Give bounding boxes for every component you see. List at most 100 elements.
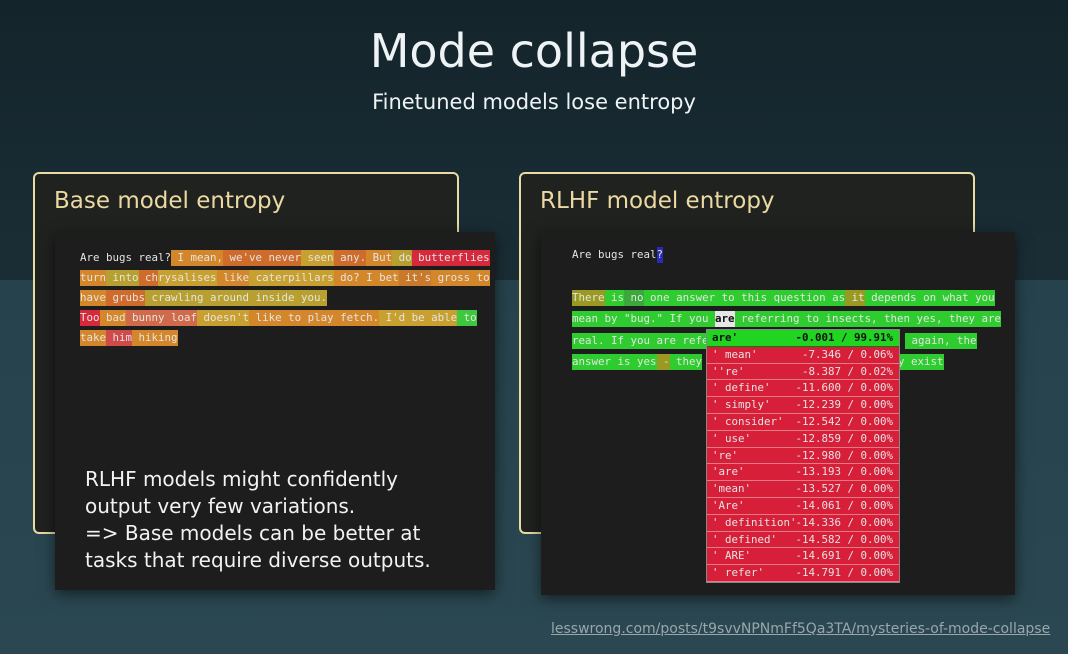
token: answer is yes — [572, 353, 657, 370]
token: I'd be able — [379, 310, 458, 326]
token: - — [656, 353, 670, 370]
token: gross — [431, 270, 471, 286]
token: answer to this question as — [669, 290, 846, 306]
logprob: -11.600 / 0.00% — [795, 381, 893, 395]
token: like — [216, 270, 250, 286]
logprob-row: ' consider' -12.542 / 0.00% — [707, 413, 899, 431]
logprob-row: are' -0.001 / 99.91% — [707, 330, 899, 347]
text-line: real. If you are refe again, the — [572, 332, 977, 349]
token: ' define' — [712, 381, 771, 395]
token: it — [845, 290, 865, 306]
token: they — [669, 353, 703, 370]
card-heading: RLHF model entropy — [540, 188, 775, 214]
logprob-row: 're' -12.980 / 0.00% — [707, 447, 899, 465]
token: caterpillars — [249, 270, 334, 286]
token: But — [366, 250, 393, 266]
logprob: -8.387 / 0.02% — [801, 364, 893, 378]
text-line: Are bugs real? I mean, we've never seen … — [80, 250, 490, 266]
token: 'are' — [712, 465, 745, 479]
token: into — [106, 270, 139, 286]
token: I mean, — [171, 250, 224, 266]
note-line: RLHF models might confidently — [85, 467, 399, 491]
card-heading: Base model entropy — [54, 188, 286, 214]
token: take — [80, 330, 107, 346]
logprob: -14.061 / 0.00% — [795, 498, 893, 512]
token: any. — [333, 250, 367, 266]
token: 'Are' — [712, 498, 745, 512]
logprob: -0.001 / 99.91% — [795, 331, 893, 344]
token: one — [643, 290, 670, 306]
token: to — [457, 310, 477, 326]
text-line: mean by "bug." If you are referring to i… — [572, 311, 1002, 328]
text-line: Too bad bunny loaf doesn't like to play … — [80, 310, 477, 326]
note-line: => Base models can be better at — [85, 521, 421, 545]
token: ch — [138, 270, 159, 286]
token: ' definition' — [712, 515, 797, 529]
token: Are bugs real — [572, 248, 657, 261]
token: depends on what you — [864, 290, 995, 306]
logprob-row: 'mean' -13.527 / 0.00% — [707, 481, 899, 498]
token: we've never — [223, 250, 302, 266]
token: grubs — [106, 290, 146, 306]
token: bad — [99, 310, 126, 326]
logprob-row: ' define' -11.600 / 0.00% — [707, 380, 899, 398]
token: ' simply' — [712, 398, 771, 412]
token: are — [715, 311, 735, 328]
text-line: There is no one answer to this question … — [572, 290, 995, 306]
logprob-row: ' refer' -14.791 / 0.00% — [707, 565, 899, 582]
token: ' use' — [712, 431, 752, 445]
token: rysalises — [158, 270, 217, 286]
token: seen — [301, 250, 334, 266]
logprob: -12.239 / 0.00% — [795, 398, 893, 412]
token: y exist — [898, 353, 944, 370]
logprob-row: ' simply' -12.239 / 0.00% — [707, 397, 899, 414]
logprob-row: ' definition' -14.336 / 0.00% — [707, 514, 899, 532]
logprob-popup: are' -0.001 / 99.91% ' mean' -7.346 / 0.06%… — [706, 329, 900, 583]
text-line: Are bugs real? — [572, 247, 664, 263]
token: 'mean' — [712, 482, 752, 496]
token: to — [470, 270, 490, 286]
source-link[interactable]: lesswrong.com/posts/t9svvNPNmFf5Qa3TA/my… — [551, 621, 1051, 637]
logprob: -14.336 / 0.00% — [795, 515, 893, 529]
token: have — [80, 290, 107, 306]
note-line: tasks that require diverse outputs. — [85, 548, 431, 572]
token: are' — [712, 331, 739, 344]
token: no — [624, 290, 644, 306]
logprob: -13.527 / 0.00% — [795, 482, 893, 496]
token: doesn't — [197, 310, 250, 326]
token: again, the — [905, 332, 977, 349]
token: it's — [398, 270, 432, 286]
token: Are bugs real? — [80, 251, 172, 264]
logprob-row: ' use' -12.859 / 0.00% — [707, 430, 899, 448]
token: bunny loaf — [125, 310, 198, 326]
token: ' defined' — [712, 532, 778, 546]
token: like to play fetch. — [249, 310, 380, 326]
token: crawling around inside you. — [145, 290, 328, 306]
text-line: turn into chrysalises like caterpillars … — [80, 270, 490, 286]
logprob: -14.691 / 0.00% — [795, 549, 893, 563]
logprob-row: ' ARE' -14.691 / 0.00% — [707, 548, 899, 566]
token: Too — [80, 310, 100, 326]
token: ' refer' — [712, 566, 765, 580]
token: turn — [80, 270, 107, 286]
logprob: -12.980 / 0.00% — [795, 448, 893, 462]
token: There — [572, 290, 605, 306]
token: referring to insects, then yes, they are — [734, 311, 1002, 328]
token: ' consider' — [712, 414, 784, 428]
token: do? — [333, 270, 360, 286]
base-panel: RLHF models might confidently output very… — [55, 232, 495, 590]
slide-title: Mode collapse — [369, 24, 699, 78]
token: ''re' — [712, 364, 745, 378]
logprob: -14.582 / 0.00% — [795, 532, 893, 546]
logprob: -13.193 / 0.00% — [795, 465, 893, 479]
logprob-row: ''re' -8.387 / 0.02% — [707, 363, 899, 381]
logprob-row: ' mean' -7.346 / 0.06% — [707, 346, 899, 364]
token: is — [604, 290, 625, 306]
token: hiking — [132, 330, 178, 346]
text-line: take him hiking — [80, 330, 178, 346]
note: RLHF models might confidently output very… — [85, 466, 431, 574]
logprob: -12.859 / 0.00% — [795, 431, 893, 445]
token: ' mean' — [712, 347, 758, 361]
note-line: output very few variations. — [85, 494, 356, 518]
